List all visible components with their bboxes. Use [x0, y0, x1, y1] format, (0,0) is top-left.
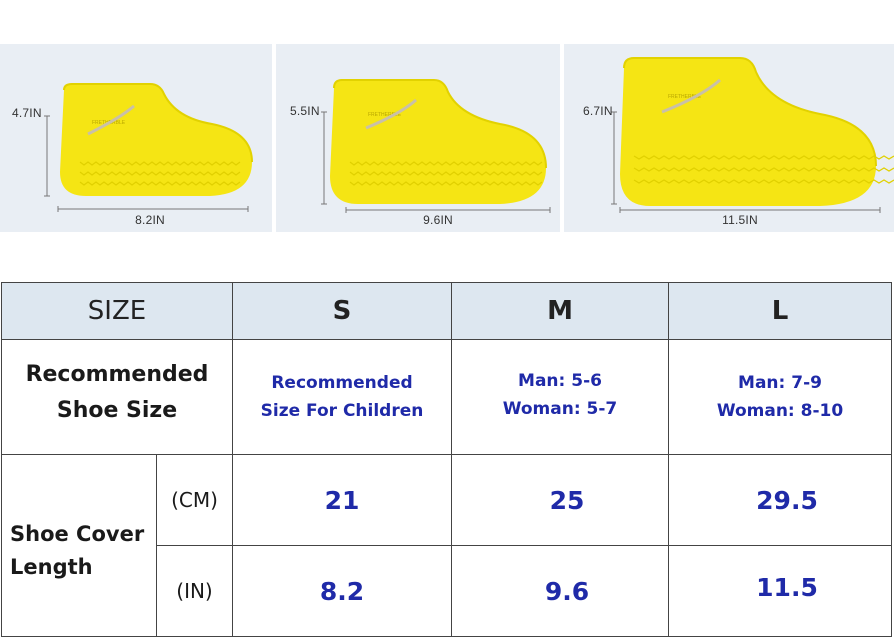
grid-line: [1, 339, 892, 340]
length-label-line1: Shoe Cover: [10, 521, 145, 546]
height-label: 4.7IN: [12, 106, 42, 120]
recommended-l-line2: Woman: 8-10: [716, 401, 844, 421]
yellow-shoe-cover-medium-icon: FRETHERBLE: [321, 79, 551, 213]
length-cm-s: 21: [324, 485, 360, 515]
yellow-shoe-cover-large-icon: FRETHERBLE: [611, 57, 894, 213]
recommended-l-line1: Man: 7-9: [738, 373, 822, 393]
length-cm-l: 29.5: [756, 485, 818, 515]
length-cm-m: 25: [549, 485, 585, 515]
header-s: S: [332, 296, 352, 326]
grid-line: [891, 282, 892, 637]
width-label: 8.2IN: [135, 213, 165, 227]
grid-line: [156, 545, 892, 546]
svg-text:FRETHERBLE: FRETHERBLE: [368, 112, 402, 118]
grid-line: [1, 282, 892, 283]
recommended-s-line1: Recommended: [271, 373, 413, 393]
recommended-label-line2: Shoe Size: [56, 398, 178, 423]
header-m: M: [547, 296, 573, 326]
size-chart-table: SIZE S M L Recommended Shoe Size Recomme…: [0, 282, 894, 637]
length-in-m: 9.6: [544, 576, 590, 606]
unit-in: (IN): [176, 579, 213, 603]
grid-line: [451, 282, 452, 637]
grid-line: [232, 282, 233, 637]
grid-line: [1, 282, 2, 637]
grid-line: [156, 454, 157, 637]
recommended-s-line2: Size For Children: [260, 401, 424, 421]
recommended-label-line1: Recommended: [25, 362, 209, 387]
recommended-s: Recommended Size For Children: [233, 340, 451, 454]
recommended-l: Man: 7-9 Woman: 8-10: [669, 340, 891, 454]
product-panel-large: FRETHERBLE 6.7IN 11.5IN: [564, 44, 894, 232]
length-label-line2: Length: [10, 554, 93, 579]
length-label: Shoe Cover Length: [2, 455, 156, 636]
recommended-m-line2: Woman: 5-7: [502, 399, 618, 419]
grid-line: [1, 454, 892, 455]
width-label: 11.5IN: [722, 213, 758, 227]
table-header-row: [2, 283, 891, 339]
grid-line: [668, 282, 669, 637]
recommended-label: Recommended Shoe Size: [2, 340, 232, 454]
product-panel-small: FRETHERBLE 4.7IN 8.2IN: [0, 44, 272, 232]
length-in-l: 11.5: [756, 572, 818, 602]
height-label: 6.7IN: [583, 104, 613, 118]
yellow-shoe-cover-small-icon: FRETHERBLE: [44, 83, 253, 212]
product-panel-medium: FRETHERBLE 5.5IN 9.6IN: [276, 44, 560, 232]
svg-text:FRETHERBLE: FRETHERBLE: [668, 94, 702, 100]
height-label: 5.5IN: [290, 104, 320, 118]
header-size: SIZE: [87, 296, 147, 326]
recommended-m: Man: 5-6 Woman: 5-7: [452, 340, 668, 454]
unit-cm: (CM): [171, 488, 218, 512]
length-in-s: 8.2: [319, 576, 365, 606]
recommended-m-line1: Man: 5-6: [518, 371, 602, 391]
width-label: 9.6IN: [423, 213, 453, 227]
header-l: L: [771, 296, 789, 326]
